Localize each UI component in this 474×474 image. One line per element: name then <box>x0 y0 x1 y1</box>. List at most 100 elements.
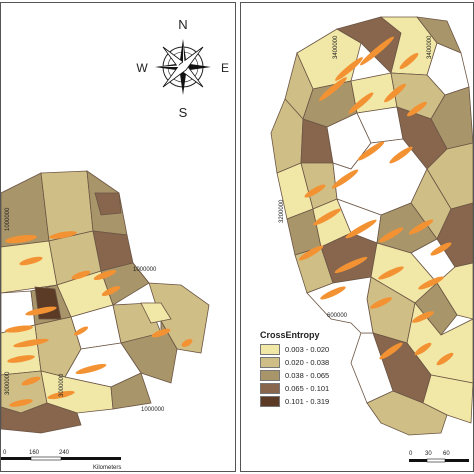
coord-label: 3000000 <box>59 373 65 397</box>
voronoi-cell <box>132 262 210 354</box>
coord-label: 3000000 <box>5 371 11 395</box>
streak-mark <box>345 219 377 239</box>
voronoi-cell <box>422 374 473 424</box>
right-orange-streaks <box>298 36 454 366</box>
coord-label: 600000 <box>327 313 348 319</box>
compass-rose: N S E W <box>136 17 229 120</box>
map-legend: CrossEntropy 0.003 - 0.020 0.020 - 0.038… <box>260 330 348 408</box>
streak-mark <box>408 219 434 235</box>
voronoi-cell <box>140 302 172 324</box>
streak-mark <box>313 208 341 226</box>
streak-mark <box>418 276 444 290</box>
left-coordinate-labels: 1000000 1000000 3000000 1000000 3000000 <box>5 207 165 413</box>
streak-mark <box>331 169 359 189</box>
streak-mark <box>298 245 324 261</box>
right-scale-bar: 0 30 60 <box>409 451 469 463</box>
legend-swatch <box>260 357 280 368</box>
scale-label: 60 <box>443 451 450 457</box>
streak-mark <box>7 355 35 363</box>
scale-unit: Kilometers <box>93 465 121 471</box>
streak-mark <box>335 57 363 81</box>
streak-mark <box>151 328 171 338</box>
legend-swatch <box>260 396 280 407</box>
streak-mark <box>378 227 404 243</box>
legend-label: 0.003 - 0.020 <box>285 345 330 354</box>
voronoi-cell <box>1 240 58 294</box>
streak-mark <box>407 101 427 117</box>
streak-mark <box>389 146 413 164</box>
streak-mark <box>360 36 394 66</box>
compass-south-label: S <box>179 105 188 120</box>
coord-label: 3400000 <box>333 35 339 59</box>
streak-mark <box>49 231 77 239</box>
streak-mark <box>71 270 91 280</box>
left-orange-streaks <box>5 231 193 407</box>
streak-mark <box>430 242 452 256</box>
streak-mark <box>399 52 419 70</box>
left-map-panel: N S E W 1000000 1000000 3000000 1000000 … <box>0 2 236 472</box>
right-voronoi-cells <box>270 16 473 436</box>
streak-mark <box>379 342 403 360</box>
scale-label: 240 <box>59 450 70 456</box>
legend-item: 0.020 - 0.038 <box>260 356 348 369</box>
streak-mark <box>348 92 374 114</box>
streak-mark <box>93 270 117 280</box>
voronoi-cell <box>306 276 374 334</box>
left-voronoi-cells <box>1 170 210 434</box>
coord-label: 3200000 <box>279 199 285 223</box>
legend-item: 0.038 - 0.065 <box>260 369 348 382</box>
legend-label: 0.101 - 0.319 <box>285 397 330 406</box>
streak-mark <box>414 342 432 356</box>
streak-mark <box>320 286 346 300</box>
compass-west-label: W <box>136 61 148 75</box>
streak-mark <box>181 339 193 347</box>
compass-east-label: E <box>221 61 229 75</box>
legend-swatch <box>260 344 280 355</box>
coord-label: 1000000 <box>133 267 157 273</box>
streak-mark <box>13 338 49 348</box>
streak-mark <box>5 234 37 244</box>
streak-mark <box>101 285 121 297</box>
streak-mark <box>370 297 392 309</box>
legend-item: 0.101 - 0.319 <box>260 395 348 408</box>
streak-mark <box>334 256 368 274</box>
streak-mark <box>357 141 385 161</box>
left-scale-bar: 0 160 240 Kilometers <box>1 450 121 471</box>
right-coordinate-labels: 3400000 3400000 3200000 600000 <box>279 35 433 319</box>
voronoi-cell <box>40 170 94 242</box>
streak-mark <box>304 184 326 198</box>
legend-swatch <box>260 383 280 394</box>
left-map-canvas: N S E W 1000000 1000000 3000000 1000000 … <box>1 17 229 471</box>
scale-label: 0 <box>3 450 7 456</box>
right-map-canvas: 3400000 3400000 3200000 600000 0 30 60 <box>270 16 473 463</box>
scale-label: 160 <box>29 450 40 456</box>
voronoi-cell <box>1 402 82 434</box>
streak-mark <box>5 325 33 333</box>
coord-label: 1000000 <box>5 207 11 231</box>
scale-label: 0 <box>409 451 413 457</box>
legend-item: 0.003 - 0.020 <box>260 343 348 356</box>
streak-mark <box>9 399 33 407</box>
legend-label: 0.065 - 0.101 <box>285 384 330 393</box>
streak-mark <box>412 311 434 323</box>
streak-mark <box>19 256 43 266</box>
streak-mark <box>21 376 41 386</box>
voronoi-cell <box>94 192 122 216</box>
streak-mark <box>378 266 404 280</box>
streak-mark <box>73 326 89 336</box>
streak-mark <box>319 77 347 101</box>
voronoi-cell <box>366 390 448 436</box>
legend-swatch <box>260 370 280 381</box>
legend-label: 0.038 - 0.065 <box>285 371 330 380</box>
streak-mark <box>75 363 107 375</box>
coord-label: 1000000 <box>141 407 165 413</box>
compass-north-label: N <box>178 17 187 32</box>
legend-label: 0.020 - 0.038 <box>285 358 330 367</box>
legend-title: CrossEntropy <box>260 330 320 340</box>
streak-mark <box>25 306 57 316</box>
streak-mark <box>47 390 75 400</box>
streak-mark <box>436 352 454 366</box>
voronoi-cell <box>1 324 42 376</box>
scale-label: 30 <box>425 451 432 457</box>
streak-mark <box>384 83 406 103</box>
